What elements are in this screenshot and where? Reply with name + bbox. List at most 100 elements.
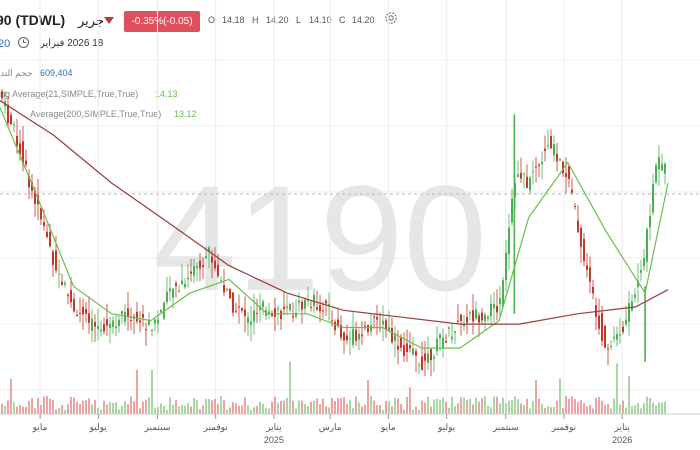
x-tick-year: 2026: [612, 435, 632, 445]
volume-bar: [631, 406, 633, 414]
candle-body: [598, 315, 600, 329]
volume-bar: [316, 398, 318, 414]
volume-bar: [577, 401, 579, 414]
quote-date: 18 2026 فبراير: [40, 38, 104, 49]
candle-body: [103, 324, 105, 332]
candle-body: [415, 351, 417, 356]
candle-body: [604, 325, 606, 348]
volume-bar: [532, 400, 534, 414]
candle-body: [541, 161, 543, 165]
volume-bar: [226, 409, 228, 414]
volume-bar: [538, 398, 540, 414]
x-tick-label: نوفمبر: [551, 422, 576, 433]
candle-body: [451, 336, 453, 340]
candle-body: [283, 306, 285, 309]
candle-body: [469, 312, 471, 314]
candle-body: [277, 308, 279, 310]
candle-body: [136, 311, 138, 322]
volume-bar: [82, 400, 84, 414]
volume-bar: [94, 399, 96, 414]
volume-bar: [268, 408, 270, 414]
volume-bar: [187, 402, 189, 414]
candle-body: [271, 313, 273, 316]
volume-bar: [550, 407, 552, 414]
volume-bar: [205, 398, 207, 414]
candle-body: [241, 307, 243, 311]
volume-bar: [646, 396, 648, 414]
candle-body: [484, 314, 486, 322]
candle-body: [226, 289, 228, 291]
candle-body: [19, 143, 21, 155]
candle-body: [10, 114, 12, 125]
volume-bar: [340, 398, 342, 414]
candle-body: [244, 309, 246, 316]
candle-body: [301, 301, 303, 310]
volume-bar: [154, 407, 156, 414]
candle-body: [223, 285, 225, 293]
candle-body: [274, 308, 276, 317]
volume-bar: [406, 396, 408, 414]
volume-bar: [100, 409, 102, 414]
volume-bar: [436, 398, 438, 414]
candle-body: [355, 329, 357, 341]
volume-bar: [91, 404, 93, 414]
candle-body: [88, 313, 90, 323]
candle-body: [520, 172, 522, 179]
candle-body: [433, 357, 435, 359]
candle-body: [190, 271, 192, 274]
candle-body: [208, 247, 210, 252]
x-tick-label: يناير: [613, 422, 630, 433]
candle-body: [67, 294, 69, 297]
candle-body: [592, 287, 594, 294]
ma21-label: ing Average(21,SIMPLE,True,True): [0, 89, 139, 99]
volume-bar: [640, 408, 642, 414]
volume-bar: [541, 404, 543, 414]
volume-bar: [58, 407, 60, 414]
low-label: L: [296, 15, 302, 25]
candle-body: [112, 320, 114, 328]
volume-bar: [496, 396, 498, 414]
candle-body: [322, 310, 324, 312]
volume-bar: [175, 400, 177, 414]
candle-body: [154, 319, 156, 324]
volume-bar: [79, 404, 81, 414]
candle-body: [391, 328, 393, 343]
open-value: 14.18: [222, 15, 245, 25]
volume-bar: [511, 400, 513, 414]
candle-body: [559, 159, 561, 161]
volume-bar: [25, 406, 27, 414]
last-price-partial: 20: [0, 38, 11, 50]
x-tick-label: نوفمبر: [202, 422, 227, 433]
candle-body: [481, 312, 483, 321]
volume-bar: [508, 400, 510, 414]
volume-bar: [319, 403, 321, 414]
candle-body: [196, 266, 198, 269]
candle-body: [430, 349, 432, 360]
volume-bar: [385, 400, 387, 414]
high-value: 14.20: [266, 15, 289, 25]
volume-bar: [556, 400, 558, 414]
volume-bar: [610, 408, 612, 414]
volume-bar: [661, 402, 663, 414]
volume-bar: [34, 408, 36, 414]
volume-bar: [637, 402, 639, 414]
candle-body: [127, 308, 129, 318]
candle-body: [145, 328, 147, 331]
candle-body: [376, 317, 378, 320]
candle-body: [124, 312, 126, 322]
volume-bar: [109, 402, 111, 414]
candle-body: [169, 288, 171, 292]
candle-body: [589, 267, 591, 282]
volume-bar: [178, 406, 180, 414]
candle-body: [142, 314, 144, 318]
candle-body: [583, 238, 585, 262]
volume-bar: [517, 399, 519, 414]
volume-bar: [451, 396, 453, 414]
volume-bar: [7, 400, 9, 414]
volume-bar: [199, 409, 201, 414]
candle-body: [550, 136, 552, 149]
candle-body: [574, 205, 576, 207]
candle-body: [334, 321, 336, 331]
volume-bar: [229, 407, 231, 414]
